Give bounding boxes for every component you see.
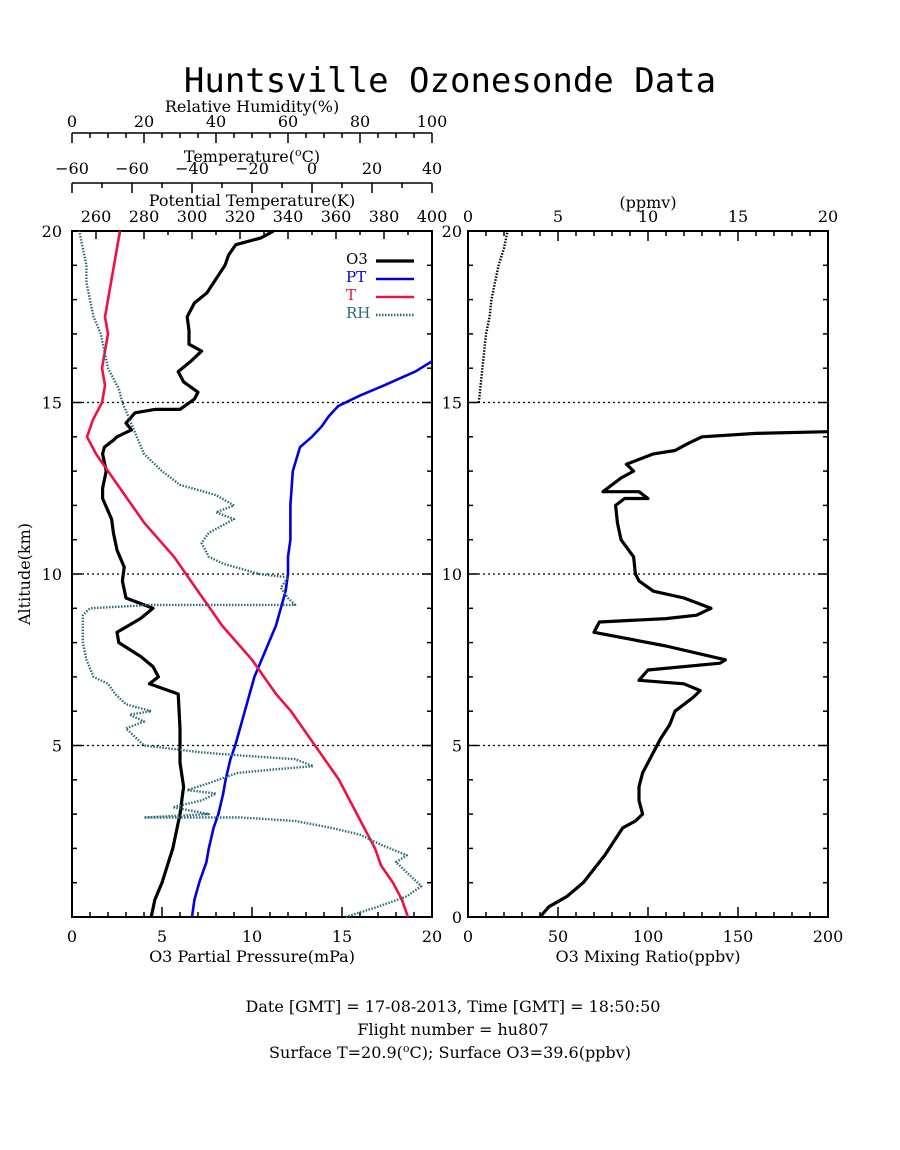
- altitude-axis-title: Altitude(km): [15, 523, 34, 626]
- legend-label-o3: O3: [346, 250, 368, 268]
- left-series: [78, 229, 433, 919]
- ppmv-tick-label: 10: [638, 207, 658, 226]
- t-tick-label: −60: [55, 159, 89, 178]
- right-ytick-label: 10: [442, 565, 462, 584]
- pt-tick-label: 360: [321, 207, 352, 226]
- ppmv-tick-label: 15: [728, 207, 748, 226]
- ppmv-axis-title: (ppmv): [619, 193, 676, 212]
- ppmv-tick-label: 20: [818, 207, 838, 226]
- rh-axis-title: Relative Humidity(%): [165, 97, 339, 116]
- t-tick-label: 0: [307, 159, 317, 178]
- legend: O3 PT T RH: [346, 250, 414, 322]
- mixing-ratio-tick-label: 50: [548, 927, 568, 946]
- rh-tick-label: 20: [134, 112, 154, 131]
- t-tick-label: −40: [175, 159, 209, 178]
- rh-tick-label: 60: [278, 112, 298, 131]
- series-rh: [78, 230, 423, 919]
- mixing-ratio-tick-label: 200: [813, 927, 844, 946]
- legend-label-t: T: [346, 286, 356, 304]
- mixing-ratio-axis-title: O3 Mixing Ratio(ppbv): [555, 947, 740, 966]
- right-ytick-label: 0: [452, 908, 462, 927]
- t-axis-title: Temperature(oC): [184, 146, 320, 167]
- mixing-ratio-tick-label: 100: [633, 927, 664, 946]
- o3-pp-tick-label: 15: [332, 927, 352, 946]
- series-o3: [100, 229, 275, 918]
- o3-pp-tick-label: 10: [242, 927, 262, 946]
- legend-label-pt: PT: [346, 268, 366, 286]
- right-grid: [468, 401, 828, 747]
- o3-pp-tick-label: 20: [422, 927, 442, 946]
- left-ytick-label: 15: [42, 394, 62, 413]
- ppmv-tick-label: 0: [463, 207, 473, 226]
- t-tick-label: −20: [235, 159, 269, 178]
- pt-tick-label: 380: [369, 207, 400, 226]
- right-ytick-label: 15: [442, 394, 462, 413]
- series-o3-mixing-ratio: [538, 430, 829, 919]
- o3-pp-tick-label: 0: [67, 927, 77, 946]
- t-tick-label: 40: [422, 159, 442, 178]
- rh-tick-label: 100: [417, 112, 448, 131]
- right-ytick-label: 20: [442, 222, 462, 241]
- ppmv-tick-label: 5: [553, 207, 563, 226]
- series-t: [85, 230, 410, 918]
- series-o3-mixing-ratio-ppmv: [477, 230, 509, 403]
- rh-tick-label: 40: [206, 112, 226, 131]
- pt-tick-label: 300: [177, 207, 208, 226]
- mixing-ratio-tick-label: 0: [463, 927, 473, 946]
- rh-tick-label: 80: [350, 112, 370, 131]
- pt-tick-label: 260: [81, 207, 112, 226]
- series-pt: [190, 360, 433, 918]
- legend-label-rh: RH: [346, 304, 370, 322]
- chart-title: Huntsville Ozonesonde Data: [184, 61, 716, 101]
- o3-pp-tick-label: 5: [157, 927, 167, 946]
- footer-flight-number: Flight number = hu807: [357, 1020, 548, 1039]
- o3-pp-axis-title: O3 Partial Pressure(mPa): [149, 947, 355, 966]
- pt-tick-label: 280: [129, 207, 160, 226]
- left-ytick-label: 5: [52, 737, 62, 756]
- left-ytick-label: 10: [42, 565, 62, 584]
- left-grid: [72, 401, 432, 747]
- t-tick-label: 20: [362, 159, 382, 178]
- rh-tick-label: 0: [67, 112, 77, 131]
- pt-tick-label: 340: [273, 207, 304, 226]
- pt-tick-label: 320: [225, 207, 256, 226]
- left-ytick-label: 20: [42, 222, 62, 241]
- mixing-ratio-tick-label: 150: [723, 927, 754, 946]
- right-ytick-label: 5: [452, 737, 462, 756]
- t-tick-label: −60: [115, 159, 149, 178]
- pt-axis-title: Potential Temperature(K): [149, 191, 356, 210]
- footer-surface-values: Surface T=20.9(oC); Surface O3=39.6(ppbv…: [269, 1042, 631, 1063]
- pt-tick-label: 400: [417, 207, 448, 226]
- footer-date-time: Date [GMT] = 17-08-2013, Time [GMT] = 18…: [246, 997, 661, 1016]
- right-series: [477, 230, 829, 919]
